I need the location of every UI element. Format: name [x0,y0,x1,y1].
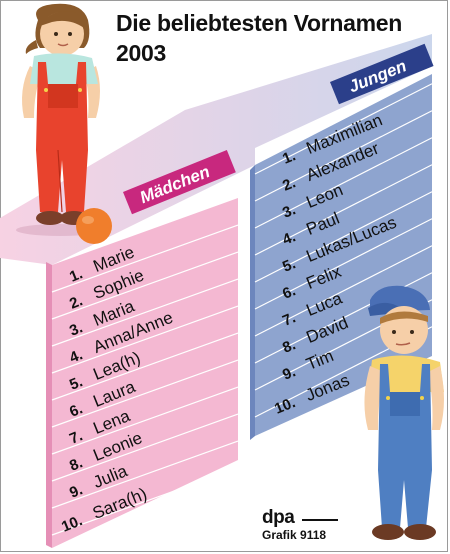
girls-rank-1: 1. [67,265,85,285]
row-separator [51,413,239,482]
boys-rank-6: 6. [280,282,298,302]
credit-agency: dpa [262,507,295,528]
girls-rank-10: 10. [59,512,85,536]
girls-rank-9: 9. [67,481,85,501]
row-separator [254,83,433,175]
row-separator [254,164,433,256]
title-line-1: Die beliebtesten Vornamen [116,10,403,36]
girls-rank-3: 3. [67,319,85,339]
boys-rank-7: 7. [280,309,298,329]
row-separator [51,332,239,401]
row-separator [51,305,239,374]
girl-illustration [16,3,112,244]
row-separator [51,440,239,509]
row-separator [51,359,239,428]
credit: dpa Grafik 9118 [262,507,338,542]
girls-rank-8: 8. [67,454,85,474]
row-separator [51,224,239,293]
boys-rank-2: 2. [280,174,298,194]
boys-rank-5: 5. [280,255,298,275]
boys-rank-9: 9. [280,363,298,383]
graphic-title: Die beliebtesten Vornamen 2003 [116,8,402,68]
boys-rank-1: 1. [280,147,298,167]
row-separator [51,251,239,320]
boys-row-lines [254,83,433,418]
girls-row-lines [51,224,239,536]
row-separator [51,386,239,455]
row-separator [51,467,239,536]
row-separator [254,191,433,283]
boys-rank-8: 8. [280,336,298,356]
title-line-2: 2003 [116,40,166,66]
girls-rank-4: 4. [67,346,85,366]
girls-rank-2: 2. [67,292,85,312]
boy-illustration [364,285,444,540]
girls-rank-7: 7. [67,427,85,447]
row-separator [254,110,433,202]
row-separator [51,278,239,347]
credit-rule [302,519,338,521]
row-separator [254,137,433,229]
row-separator [254,245,433,337]
boys-rank-3: 3. [280,201,298,221]
row-separator [254,218,433,310]
boys-rank-4: 4. [280,228,298,248]
girls-panel [52,198,238,548]
credit-graphic-number: Grafik 9118 [262,528,327,542]
boys-rank-10: 10. [272,394,298,418]
girls-rank-5: 5. [67,373,85,393]
floor-plane [0,34,432,265]
girls-rank-6: 6. [67,400,85,420]
